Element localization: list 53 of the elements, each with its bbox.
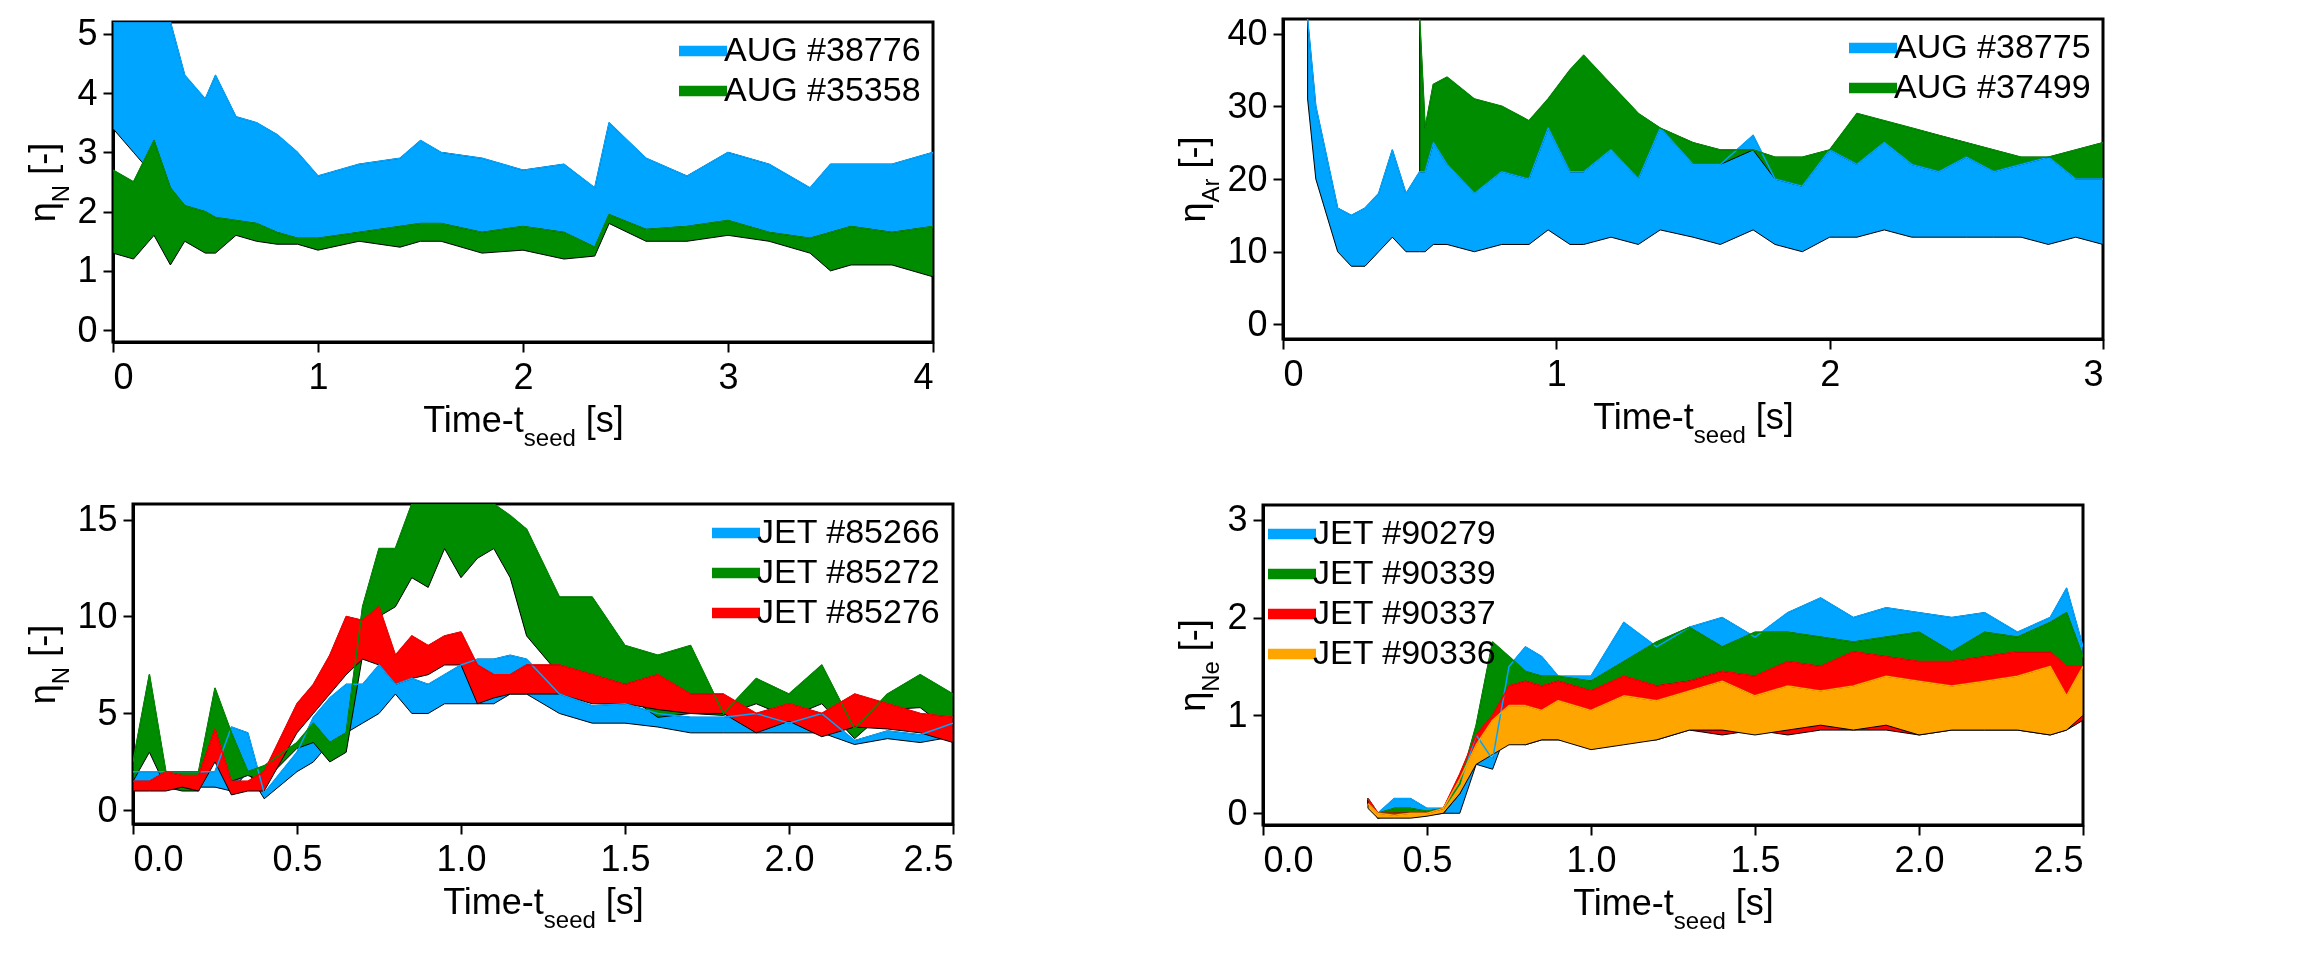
legend-label: JET #85272	[757, 552, 940, 590]
x-tick-label: 0.0	[133, 837, 184, 879]
legend-label: JET #90337	[1313, 593, 1496, 631]
x-tick-label: 1	[1546, 352, 1567, 394]
y-tick-label: 1	[77, 249, 98, 291]
x-axis-title: Time-t$_{seed}$ [s]	[443, 880, 644, 932]
legend-label: JET #90339	[1313, 553, 1496, 591]
x-axis-title: Time-t$_{seed}$ [s]	[1593, 395, 1794, 447]
x-tick-label: 2.5	[903, 837, 954, 879]
x-tick-label: 1	[308, 355, 329, 397]
x-tick-label: 0.0	[1263, 838, 1314, 880]
y-tick-label: 2	[77, 190, 98, 232]
y-tick-label: 2	[1227, 596, 1248, 638]
x-tick-label: 1.0	[1566, 838, 1617, 880]
x-tick-label: 2.0	[1894, 838, 1945, 880]
y-tick-label: 3	[1227, 498, 1248, 540]
x-tick-label: 1.0	[436, 837, 487, 879]
x-tick-label: 2.0	[764, 837, 815, 879]
y-tick-label: 10	[1227, 230, 1268, 272]
x-axis-title: Time-t$_{seed}$ [s]	[1573, 881, 1774, 933]
y-tick-label: 4	[77, 71, 98, 113]
x-tick-label: 2.5	[2033, 838, 2084, 880]
y-tick-label: 0	[97, 788, 118, 830]
x-tick-label: 2	[1820, 352, 1841, 394]
legend-label: JET #85266	[757, 512, 940, 550]
legend-label: AUG #37499	[1894, 67, 2091, 105]
x-tick-label: 0	[1283, 352, 1304, 394]
legend-label: AUG #38775	[1894, 27, 2091, 65]
legend-label: JET #85276	[757, 592, 940, 630]
legend-label: AUG #35358	[724, 70, 921, 108]
y-tick-label: 5	[97, 691, 118, 733]
y-tick-label: 5	[77, 12, 98, 54]
x-tick-label: 1.5	[1730, 838, 1781, 880]
x-tick-label: 1.5	[600, 837, 651, 879]
y-tick-label: 0	[1247, 302, 1268, 344]
x-tick-label: 0.5	[272, 837, 323, 879]
x-tick-label: 0.5	[1402, 838, 1453, 880]
y-tick-label: 0	[77, 308, 98, 350]
legend-label: AUG #38776	[724, 30, 921, 68]
y-tick-label: 30	[1227, 84, 1268, 126]
y-tick-label: 40	[1227, 12, 1268, 54]
x-axis-title: Time-t$_{seed}$ [s]	[423, 398, 624, 450]
y-tick-label: 0	[1227, 791, 1248, 833]
x-tick-label: 3	[718, 355, 739, 397]
x-tick-label: 4	[913, 355, 934, 397]
y-tick-label: 3	[77, 130, 98, 172]
x-tick-label: 2	[513, 355, 534, 397]
y-tick-label: 15	[77, 498, 118, 540]
y-tick-label: 10	[77, 594, 118, 636]
y-tick-label: 1	[1227, 693, 1248, 735]
legend-label: JET #90279	[1313, 513, 1496, 551]
y-tick-label: 20	[1227, 157, 1268, 199]
x-tick-label: 3	[2083, 352, 2104, 394]
